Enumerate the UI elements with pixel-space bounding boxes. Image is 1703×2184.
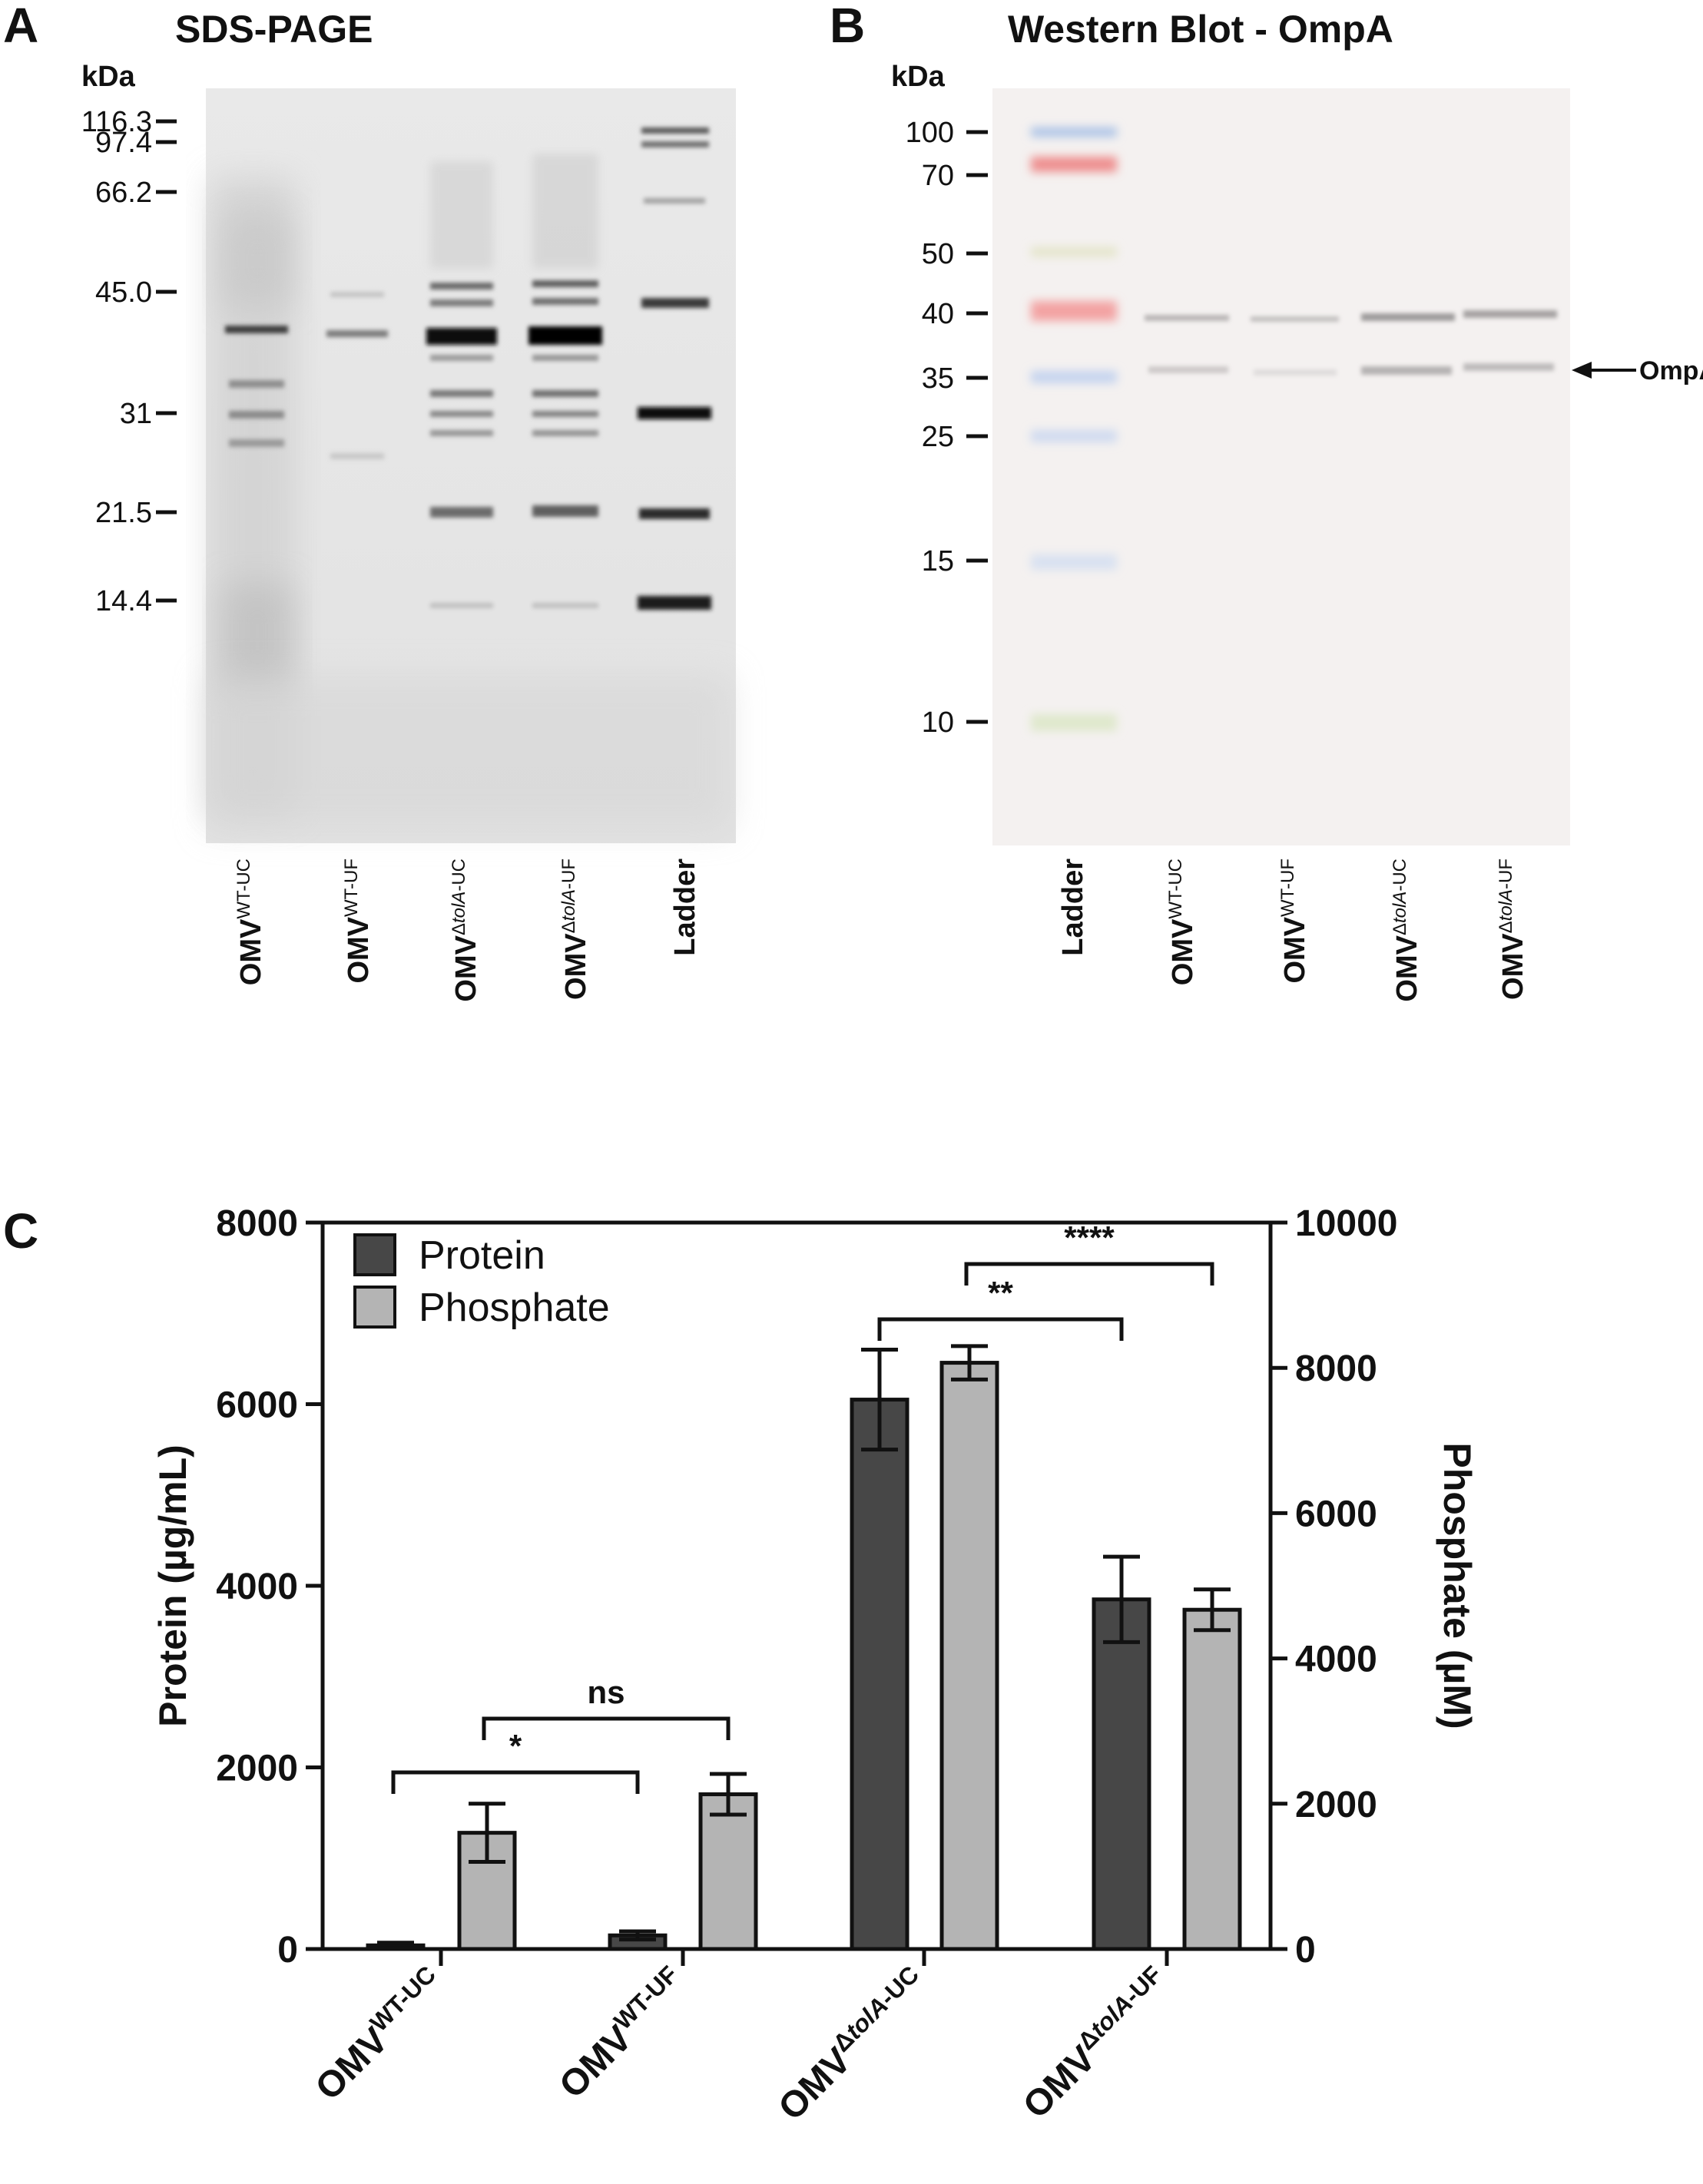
wb-marker-label: 10 [922,706,954,739]
significance-bracket [391,1770,640,1794]
left-tick-label: 2000 [216,1749,298,1789]
wb-marker-label: 40 [922,298,954,330]
sds-marker-label: 116.3 [81,106,152,138]
wb-lane-label: OMVWT-UC [1165,859,1199,985]
ompa-label: OmpA [1639,356,1703,386]
bar-chart: 0 2000 4000 6000 8000 0 2000 4000 6000 8000 10000 P… [151,1203,1479,2129]
category-label: OMVWT-UC [305,1961,452,2108]
legend-label: Phosphate [419,1286,610,1330]
wb-marker-label: 70 [922,160,954,192]
left-tick-label: 6000 [216,1385,298,1426]
right-tick-label: 10000 [1295,1203,1397,1244]
left-tick-label: 4000 [216,1567,298,1607]
panel-b-letter: B [830,0,865,53]
sds-marker-label: 21.5 [95,497,152,529]
category-label: OMVΔtolA-UF [1013,1961,1179,2126]
sds-lane-label: Ladder [669,859,701,956]
panel-b-title: Western Blot - OmpA [1008,8,1393,51]
left-tick-label: 8000 [216,1203,298,1244]
panel-a-title: SDS-PAGE [175,8,373,51]
wb-lane-label: Ladder [1057,859,1089,956]
panel-a-unit: kDa [81,61,136,93]
panel-a-letter: A [3,0,38,53]
sds-marker-label: 14.4 [95,585,152,617]
significance-bracket [964,1262,1214,1286]
bar-phosphate [939,1361,999,1951]
significance-label: ** [988,1275,1013,1311]
wb-lane-label: OMVWT-UF [1277,859,1311,984]
sds-marker-label: 31 [120,398,152,430]
bar-protein [850,1398,909,1951]
bar-phosphate [1182,1607,1242,1951]
ompa-arrow-icon [1572,362,1592,379]
left-axis-title: Protein (µg/mL) [151,1444,194,1727]
right-tick-label: 4000 [1295,1640,1377,1680]
right-tick-label: 8000 [1295,1348,1377,1389]
right-axis-title: Phosphate (µM) [1436,1442,1479,1729]
right-tick-label: 0 [1295,1930,1316,1971]
sds-marker-label: 66.2 [95,177,152,209]
wb-marker-label: 25 [922,421,954,453]
left-tick-label: 0 [277,1930,298,1971]
ompa-pointer: OmpA [1572,356,1703,386]
significance-label: * [509,1728,522,1764]
sds-lane-label: OMVWT-UF [341,859,375,984]
wb-lane-labels: Ladder OMVWT-UC OMVWT-UF OMVΔtolA-UC OMVΔtol… [1057,859,1529,1002]
bar-phosphate [457,1831,517,1951]
significance-label: ns [587,1674,625,1710]
significance-bracket [877,1317,1124,1341]
wb-marker-label: 50 [922,238,954,270]
significance-bracket [482,1716,731,1740]
panel-a: A SDS-PAGE kDa [3,0,736,1002]
legend-label: Protein [419,1233,545,1278]
legend: Protein Phosphate [353,1233,610,1330]
bar-phosphate [698,1792,758,1951]
right-tick-label: 6000 [1295,1494,1377,1534]
legend-swatch [353,1233,396,1276]
panel-c-letter: C [3,1203,38,1259]
sds-lane-label: OMVΔtolA-UC [449,859,482,1002]
bar-protein [1092,1597,1151,1951]
sds-lane-label: OMVWT-UC [234,859,267,985]
sds-lane-label: OMVΔtolA-UF [558,859,592,1000]
category-label: OMVWT-UF [549,1961,695,2106]
wb-marker-label: 15 [922,545,954,577]
wb-marker-labels: 100 70 50 40 35 25 15 10 [906,117,988,739]
wb-lane-label: OMVΔtolA-UC [1390,859,1423,1002]
sds-lane-labels: OMVWT-UC OMVWT-UF OMVΔtolA-UC OMVΔtolA-UF La… [234,859,701,1002]
right-tick-label: 2000 [1295,1785,1377,1825]
significance-label: **** [1064,1219,1115,1256]
legend-swatch [353,1286,396,1329]
category-label: OMVΔtolA-UC [768,1961,936,2129]
panel-b-unit: kDa [891,61,946,93]
wb-lane-label: OMVΔtolA-UF [1496,859,1529,1000]
wb-marker-label: 100 [906,117,954,149]
sds-gel-image [206,88,736,843]
panel-c: C 0 2000 4000 6000 8000 0 2000 4000 6000 8000 1000… [3,1203,1479,2129]
sds-marker-label: 97.4 [95,127,152,159]
wb-marker-label: 35 [922,362,954,395]
western-blot-image [992,88,1570,845]
sds-marker-label: 45.0 [95,276,152,309]
sds-marker-labels: 116.397.4 66.2 45.0 31 21.5 14.4 [81,106,177,617]
